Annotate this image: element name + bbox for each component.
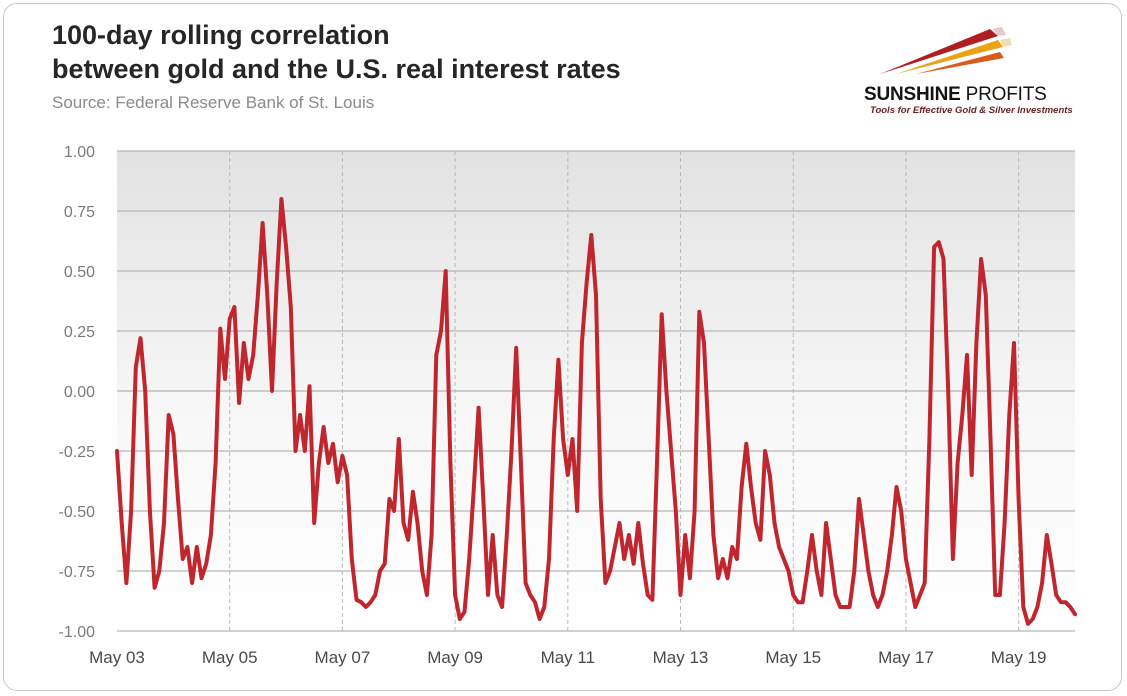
- y-tick-label: -0.50: [59, 504, 96, 521]
- logo-brand: SUNSHINE PROFITS: [864, 84, 1047, 106]
- y-tick-label: 0.50: [64, 264, 95, 281]
- y-tick-label: 0.25: [64, 324, 95, 341]
- chart-title-line-2: between gold and the U.S. real interest …: [52, 54, 621, 84]
- x-tick-label: May 03: [89, 648, 145, 667]
- series-group: [115, 197, 1077, 626]
- x-tick-label: May 09: [427, 648, 483, 667]
- logo-brand-bold: SUNSHINE: [864, 84, 961, 105]
- x-tick-label: May 05: [202, 648, 258, 667]
- y-tick-label: 1.00: [64, 144, 95, 161]
- chart-title-line-1: 100-day rolling correlation: [52, 20, 390, 50]
- correlation-series-line: [115, 197, 1077, 626]
- x-tick-label: May 13: [653, 648, 709, 667]
- x-tick-label: May 15: [765, 648, 821, 667]
- x-tick-label: May 07: [315, 648, 371, 667]
- y-tick-label: 0.00: [64, 384, 95, 401]
- y-tick-label: -1.00: [59, 624, 96, 641]
- x-axis-ticks: May 03 May 05 May 07 May 09 May 11 May 13 May …: [89, 648, 1046, 667]
- x-tick-label: May 17: [878, 648, 934, 667]
- y-tick-label: -0.75: [59, 564, 96, 581]
- chart-title: 100-day rolling correlation between gold…: [52, 18, 621, 86]
- x-tick-label: May 19: [991, 648, 1047, 667]
- y-tick-label: -0.25: [59, 444, 96, 461]
- logo-tagline: Tools for Effective Gold & Silver Invest…: [870, 105, 1073, 116]
- y-tick-label: 0.75: [64, 204, 95, 221]
- horizontal-gridlines: [117, 150, 1075, 632]
- chart-source: Source: Federal Reserve Bank of St. Loui…: [52, 93, 375, 112]
- y-axis-ticks: 1.00 0.75 0.50 0.25 0.00 -0.25 -0.50 -0.75 -1.00: [59, 144, 96, 641]
- x-tick-label: May 11: [541, 648, 596, 667]
- logo-brand-rest: PROFITS: [960, 84, 1047, 105]
- sunshine-profits-logo: SUNSHINE PROFITS Tools for Effective Gol…: [860, 26, 1090, 121]
- logo-rays-icon: [880, 27, 1012, 74]
